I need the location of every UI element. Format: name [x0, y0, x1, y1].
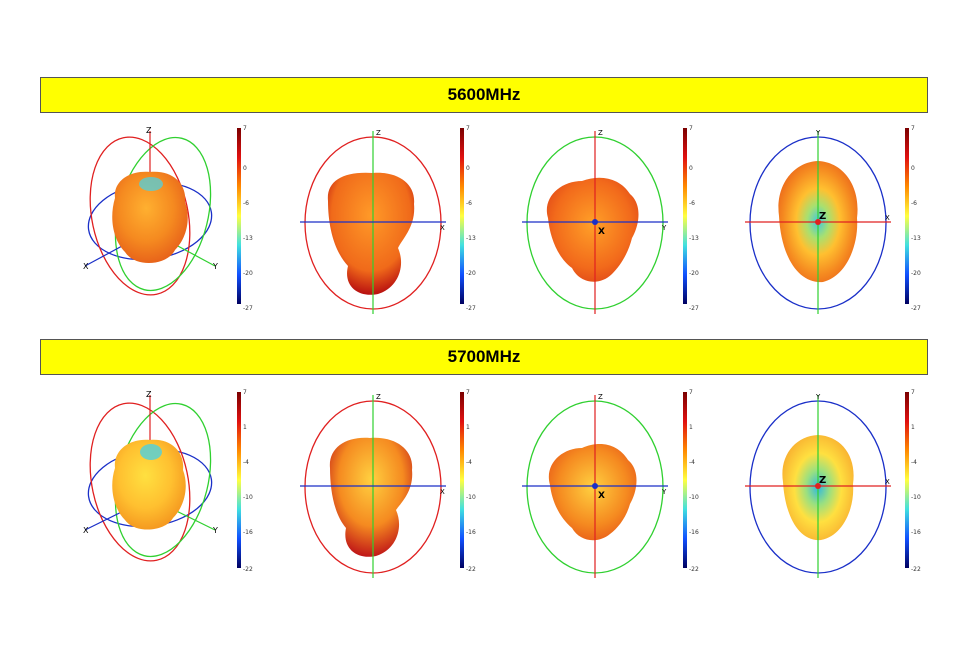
axis-label: X — [83, 262, 89, 271]
colorbar-tick: -27 — [911, 305, 921, 312]
axis-label: Z — [146, 390, 152, 399]
axis-label: Y — [212, 262, 218, 271]
colorbar-tick: -27 — [689, 305, 699, 312]
axis-label: Z — [376, 129, 381, 137]
colorbar-tick: 7 — [243, 389, 247, 396]
axis-label: Y — [661, 224, 667, 232]
axis-label: Y — [815, 129, 821, 137]
colorbar-tick: 0 — [911, 165, 915, 172]
colorbar-tick: -16 — [689, 529, 699, 536]
colorbar-tick: -16 — [243, 529, 253, 536]
colorbar-tick: -16 — [911, 529, 921, 536]
pattern-zy-5700: Z Y X — [520, 390, 670, 580]
colorbar-tick: 0 — [689, 165, 693, 172]
colorbar-tick: 7 — [466, 125, 470, 132]
colorbar-5700-4: 7 1 -4 -10 -16 -22 — [905, 390, 945, 580]
frequency-header-5700: 5700MHz — [40, 339, 928, 375]
colorbar-5600-4: 7 0 -6 -13 -20 -27 — [905, 126, 945, 316]
colorbar-tick: -6 — [466, 200, 472, 207]
pattern-yx-5700: Y X Z — [743, 390, 893, 580]
colorbar-tick: -13 — [689, 235, 699, 242]
colorbar-5700-1: 7 1 -4 -10 -16 -22 — [237, 390, 277, 580]
colorbar-tick: -13 — [911, 235, 921, 242]
pattern-zx-5700: Z X — [298, 390, 448, 580]
axis-label: Z — [146, 126, 152, 135]
colorbar-tick: 7 — [466, 389, 470, 396]
colorbar-tick: 7 — [911, 125, 915, 132]
colorbar-tick: -13 — [243, 235, 253, 242]
colorbar-tick: 7 — [689, 125, 693, 132]
colorbar-tick: 7 — [911, 389, 915, 396]
frequency-header-5600: 5600MHz — [40, 77, 928, 113]
colorbar-tick: 1 — [243, 424, 247, 431]
colorbar-tick: 1 — [689, 424, 693, 431]
colorbar-tick: -20 — [466, 270, 476, 277]
axis-label: Y — [212, 526, 218, 535]
colorbar-tick: 1 — [466, 424, 470, 431]
axis-label: Z — [819, 475, 826, 486]
colorbar-5600-1: 7 0 -6 -13 -20 -27 — [237, 126, 277, 316]
colorbar-tick: -20 — [243, 270, 253, 277]
colorbar-tick: -20 — [911, 270, 921, 277]
colorbar-tick: -4 — [466, 459, 472, 466]
colorbar-tick: -10 — [911, 494, 921, 501]
axis-label: X — [598, 491, 605, 501]
pattern-yx-5600: Y X Z — [743, 126, 893, 316]
frequency-title: 5700MHz — [447, 347, 521, 366]
colorbar-tick: -4 — [243, 459, 249, 466]
axis-label: X — [598, 227, 605, 237]
colorbar-tick: -22 — [911, 566, 921, 573]
colorbar-tick: -22 — [689, 566, 699, 573]
colorbar-tick: 7 — [689, 389, 693, 396]
colorbar-5700-3: 7 1 -4 -10 -16 -22 — [683, 390, 723, 580]
frequency-title: 5600MHz — [447, 85, 521, 104]
colorbar-tick: -22 — [243, 566, 253, 573]
colorbar-tick: -4 — [911, 459, 917, 466]
colorbar-tick: -10 — [243, 494, 253, 501]
axis-label: X — [885, 214, 890, 222]
colorbar-tick: -6 — [911, 200, 917, 207]
colorbar-tick: 0 — [243, 165, 247, 172]
colorbar-5600-3: 7 0 -6 -13 -20 -27 — [683, 126, 723, 316]
colorbar-tick: -4 — [689, 459, 695, 466]
pattern-iso-5700: Z X Y — [75, 390, 225, 580]
pattern-zy-5600: Z Y X — [520, 126, 670, 316]
colorbar-tick: -16 — [466, 529, 476, 536]
colorbar-tick: -27 — [243, 305, 253, 312]
axis-label: Z — [598, 129, 603, 137]
colorbar-5600-2: 7 0 -6 -13 -20 -27 — [460, 126, 500, 316]
axis-label: X — [83, 526, 89, 535]
colorbar-tick: -20 — [689, 270, 699, 277]
axis-label: Z — [598, 393, 603, 401]
colorbar-tick: 1 — [911, 424, 915, 431]
colorbar-tick: -10 — [466, 494, 476, 501]
axis-label: X — [885, 478, 890, 486]
axis-label: X — [440, 488, 445, 496]
colorbar-tick: 0 — [466, 165, 470, 172]
axis-label: Y — [815, 393, 821, 401]
colorbar-tick: -10 — [689, 494, 699, 501]
axis-label: Z — [376, 393, 381, 401]
axis-label: X — [440, 224, 445, 232]
colorbar-tick: -6 — [243, 200, 249, 207]
colorbar-tick: -6 — [689, 200, 695, 207]
colorbar-5700-2: 7 1 -4 -10 -16 -22 — [460, 390, 500, 580]
axis-label: Z — [819, 211, 826, 222]
colorbar-tick: -13 — [466, 235, 476, 242]
pattern-zx-5600: Z X — [298, 126, 448, 316]
colorbar-tick: -27 — [466, 305, 476, 312]
pattern-iso-5600: Z X Y — [75, 126, 225, 316]
colorbar-tick: -22 — [466, 566, 476, 573]
axis-label: Y — [661, 488, 667, 496]
colorbar-tick: 7 — [243, 125, 247, 132]
